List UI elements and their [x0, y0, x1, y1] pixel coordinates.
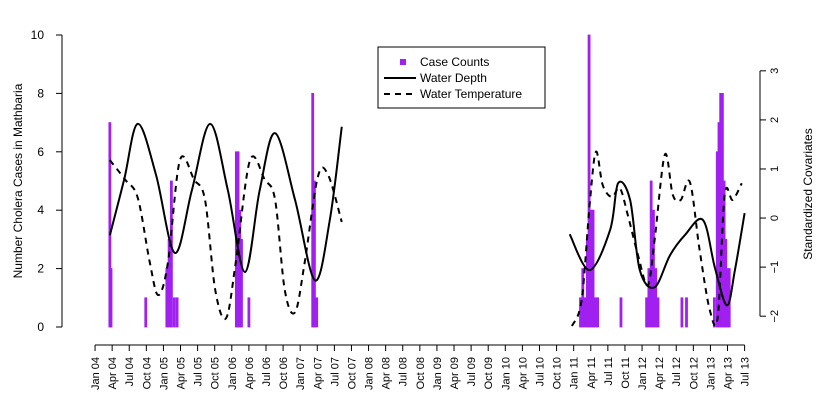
x-tick-label: Jan 06 — [227, 357, 239, 390]
case-bar — [680, 297, 684, 328]
x-tick-label: Oct 07 — [346, 357, 358, 389]
y2-tick-label: 0 — [769, 215, 781, 221]
x-tick-label: Oct 04 — [141, 357, 153, 389]
case-bar — [619, 297, 623, 328]
case-bar — [175, 297, 179, 328]
y2-tick-label: 2 — [769, 117, 781, 123]
case-bar — [685, 297, 688, 328]
case-bar — [581, 268, 585, 328]
x-tick-label: Jul 08 — [398, 357, 410, 386]
y2-tick-label: −2 — [769, 310, 781, 323]
case-bar — [596, 297, 600, 328]
legend-label: Water Temperature — [420, 87, 522, 101]
covariate-line — [108, 122, 343, 282]
x-tick-label: Apr 09 — [449, 357, 461, 389]
x-tick-label: Oct 05 — [210, 357, 222, 389]
x-tick-label: Apr 06 — [244, 357, 256, 389]
x-tick-label: Jan 11 — [569, 357, 581, 389]
y2-axis-label: Standardized Covariates — [801, 128, 815, 259]
x-tick-label: Apr 05 — [176, 357, 188, 389]
x-tick-label: Apr 10 — [517, 357, 529, 389]
x-tick-label: Apr 04 — [107, 357, 119, 389]
x-tick-label: Jul 06 — [261, 357, 273, 386]
x-tick-label: Jul 13 — [740, 357, 752, 386]
x-tick-label: Apr 11 — [586, 357, 598, 389]
x-tick-label: Jul 12 — [671, 357, 683, 386]
case-bar — [172, 297, 176, 328]
x-tick-label: Oct 12 — [688, 357, 700, 389]
x-tick-label: Jan 04 — [90, 357, 102, 390]
x-tick-label: Jan 09 — [432, 357, 444, 390]
y2-tick-label: 1 — [769, 166, 781, 172]
case-bar — [713, 297, 716, 328]
x-tick-label: Jul 07 — [329, 357, 341, 386]
legend-swatch — [400, 59, 406, 65]
x-tick-label: Jan 13 — [705, 357, 717, 390]
case-bar — [313, 180, 316, 328]
y-tick-label: 8 — [37, 86, 44, 100]
y-tick-label: 2 — [37, 262, 44, 276]
case-bar — [652, 209, 655, 328]
legend-label: Case Counts — [420, 55, 489, 69]
x-tick-label: Jan 08 — [364, 357, 376, 390]
case-bar — [649, 180, 653, 328]
case-bar — [247, 297, 251, 328]
x-tick-label: Oct 11 — [620, 357, 632, 389]
x-tick-label: Jul 05 — [193, 357, 205, 386]
case-bar — [656, 297, 660, 328]
covariate-line — [571, 150, 743, 327]
x-tick-label: Oct 10 — [552, 357, 564, 389]
x-tick-label: Jul 04 — [124, 357, 136, 386]
y-tick-label: 6 — [37, 145, 44, 159]
x-tick-label: Jan 07 — [295, 357, 307, 390]
x-tick-label: Apr 13 — [723, 357, 735, 389]
x-tick-label: Apr 08 — [381, 357, 393, 389]
x-tick-label: Apr 12 — [654, 357, 666, 389]
case-bar — [109, 268, 113, 328]
case-bar — [593, 297, 597, 328]
x-tick-label: Jan 10 — [500, 357, 512, 390]
case-bar — [583, 297, 587, 328]
case-bar — [645, 297, 649, 328]
x-tick-label: Jul 10 — [534, 357, 546, 386]
x-tick-label: Oct 09 — [483, 357, 495, 389]
legend-label: Water Depth — [420, 71, 487, 85]
case-bar — [240, 238, 243, 328]
x-tick-label: Apr 07 — [312, 357, 324, 389]
case-bar — [647, 268, 651, 328]
case-bar — [170, 180, 173, 328]
x-tick-label: Oct 06 — [278, 357, 290, 389]
x-tick-label: Jul 11 — [603, 357, 615, 386]
case-bar — [315, 297, 319, 328]
covariate-line — [109, 155, 343, 321]
y-tick-label: 10 — [31, 28, 45, 42]
case-bar — [587, 34, 591, 328]
case-bar — [144, 297, 148, 328]
x-tick-label: Jan 12 — [637, 357, 649, 390]
x-tick-label: Jan 05 — [158, 357, 170, 390]
y2-tick-label: −1 — [769, 261, 781, 274]
y-axis-label: Number Cholera Cases in Mathbaria — [11, 83, 25, 278]
y2-tick-label: 3 — [769, 68, 781, 74]
y-tick-label: 0 — [37, 320, 44, 334]
x-tick-label: Jul 09 — [466, 357, 478, 386]
covariate-line — [568, 180, 746, 307]
y-tick-label: 4 — [37, 203, 44, 217]
case-bar — [654, 268, 658, 328]
x-tick-label: Oct 08 — [415, 357, 427, 389]
